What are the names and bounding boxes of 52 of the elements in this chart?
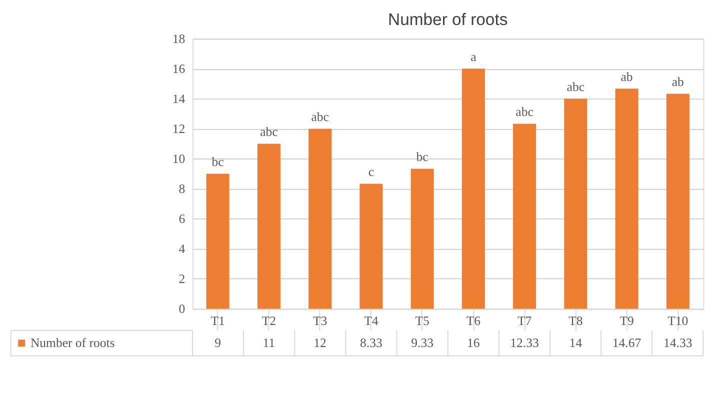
annotation: bc <box>416 150 429 164</box>
data-label: 11 <box>262 336 276 350</box>
bar <box>360 184 383 309</box>
data-label: 12 <box>314 336 326 350</box>
y-tick-label: 12 <box>172 122 186 136</box>
bar <box>615 88 638 309</box>
y-tick-label: 2 <box>178 272 186 286</box>
x-tick-label: T6 <box>466 314 480 328</box>
x-tick-label: T1 <box>210 314 225 328</box>
data-label: 14 <box>569 336 583 350</box>
data-label: 12.33 <box>510 336 539 350</box>
x-tick-label: T8 <box>568 314 583 328</box>
x-tick-label: T3 <box>312 314 328 328</box>
annotation: abc <box>516 104 534 119</box>
data-label: 16 <box>467 336 480 350</box>
annotation: c <box>368 164 374 179</box>
annotation: ab <box>672 74 684 89</box>
y-tick-label: 16 <box>172 62 186 76</box>
annotation: bc <box>212 154 224 169</box>
x-tick-label: T2 <box>262 314 276 328</box>
x-tick-label: T4 <box>364 314 379 328</box>
y-tick-label: 6 <box>178 212 186 226</box>
y-tick-label: 4 <box>178 242 186 256</box>
data-label: 14.67 <box>612 336 642 350</box>
annotation: ab <box>620 70 633 84</box>
y-tick-label: 18 <box>172 32 186 46</box>
bar <box>462 68 485 309</box>
y-tick-label: 8 <box>178 182 186 196</box>
bar <box>410 168 434 309</box>
data-label: 9 <box>214 336 221 350</box>
annotation: abc <box>566 80 585 94</box>
annotation: abc <box>311 110 330 124</box>
y-tick-label: 0 <box>178 302 186 316</box>
bar <box>308 128 332 309</box>
bar <box>666 94 690 309</box>
bar <box>206 174 230 309</box>
bar <box>564 98 588 309</box>
data-label: 9.33 <box>411 336 434 350</box>
chart-title: Number of roots <box>388 10 508 29</box>
x-tick-label: T9 <box>620 314 634 328</box>
annotation: abc <box>260 124 278 139</box>
legend-label: Number of roots <box>30 336 115 350</box>
x-tick-label: T10 <box>668 314 688 328</box>
bar <box>513 124 536 309</box>
y-tick-label: 14 <box>172 92 186 106</box>
x-tick-label: T5 <box>415 314 430 328</box>
bar <box>257 144 280 309</box>
y-tick-label: 10 <box>172 152 186 166</box>
annotation: a <box>470 50 477 64</box>
data-label: 8.33 <box>360 336 382 350</box>
data-label: 14.33 <box>664 336 692 350</box>
x-tick-label: T7 <box>517 314 532 328</box>
